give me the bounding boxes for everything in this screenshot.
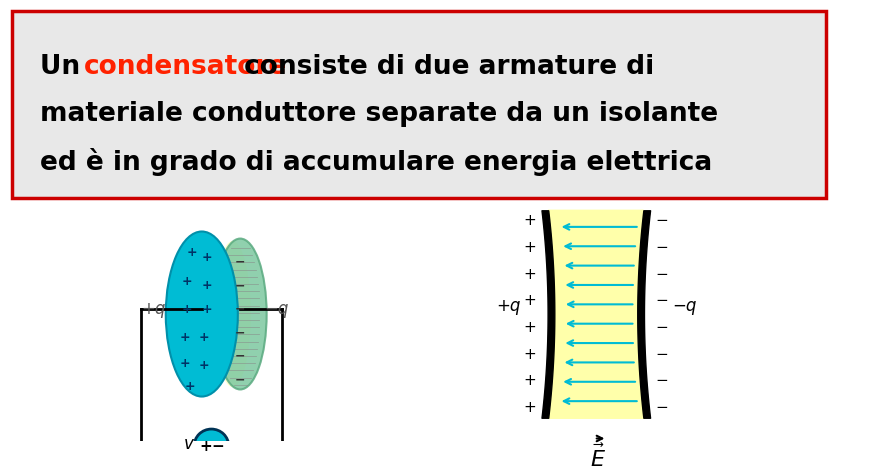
Text: +: + xyxy=(198,331,209,344)
Text: −: − xyxy=(656,373,668,388)
Text: −: − xyxy=(235,373,245,387)
Text: Un: Un xyxy=(40,54,90,80)
Text: +: + xyxy=(202,251,212,264)
Text: +: + xyxy=(524,320,536,335)
Ellipse shape xyxy=(214,239,266,389)
Text: +: + xyxy=(524,240,536,255)
Text: +q: +q xyxy=(497,298,521,315)
Text: −: − xyxy=(235,350,245,363)
Text: +: + xyxy=(179,358,189,371)
Circle shape xyxy=(194,429,229,463)
Text: $\vec{E}$: $\vec{E}$ xyxy=(589,444,606,468)
Text: −: − xyxy=(235,326,245,339)
Text: +q: +q xyxy=(141,300,166,318)
Text: −: − xyxy=(235,303,245,316)
Ellipse shape xyxy=(166,232,237,396)
Text: +: + xyxy=(524,346,536,361)
Text: condensatore: condensatore xyxy=(84,54,287,80)
Text: −: − xyxy=(235,279,245,292)
Text: −: − xyxy=(656,293,668,308)
Text: +: + xyxy=(198,359,209,373)
Text: −: − xyxy=(656,400,668,415)
FancyBboxPatch shape xyxy=(11,11,827,198)
Text: −: − xyxy=(656,320,668,335)
Text: −: − xyxy=(656,266,668,282)
Text: +: + xyxy=(199,439,212,453)
Text: +: + xyxy=(202,279,212,292)
Text: −: − xyxy=(656,240,668,255)
Text: −: − xyxy=(656,213,668,228)
Text: −: − xyxy=(656,346,668,361)
Polygon shape xyxy=(548,210,643,418)
Text: +: + xyxy=(524,400,536,415)
Text: +: + xyxy=(524,213,536,228)
Text: −: − xyxy=(212,439,224,453)
Text: materiale conduttore separate da un isolante: materiale conduttore separate da un isol… xyxy=(40,101,718,127)
Ellipse shape xyxy=(214,241,251,387)
Text: ed è in grado di accumulare energia elettrica: ed è in grado di accumulare energia elet… xyxy=(40,148,712,176)
Text: +: + xyxy=(524,266,536,282)
Text: −: − xyxy=(235,256,245,269)
Text: +: + xyxy=(182,303,193,316)
Text: v: v xyxy=(183,435,193,453)
Text: +: + xyxy=(179,331,189,344)
Text: −q: −q xyxy=(672,298,697,315)
Text: +: + xyxy=(187,246,197,259)
Text: consiste di due armature di: consiste di due armature di xyxy=(236,54,655,80)
Text: +: + xyxy=(524,293,536,308)
Text: −q: −q xyxy=(265,300,289,318)
Text: +: + xyxy=(202,303,212,316)
Text: +: + xyxy=(185,380,196,393)
Text: +: + xyxy=(182,275,193,287)
Text: +: + xyxy=(524,373,536,388)
